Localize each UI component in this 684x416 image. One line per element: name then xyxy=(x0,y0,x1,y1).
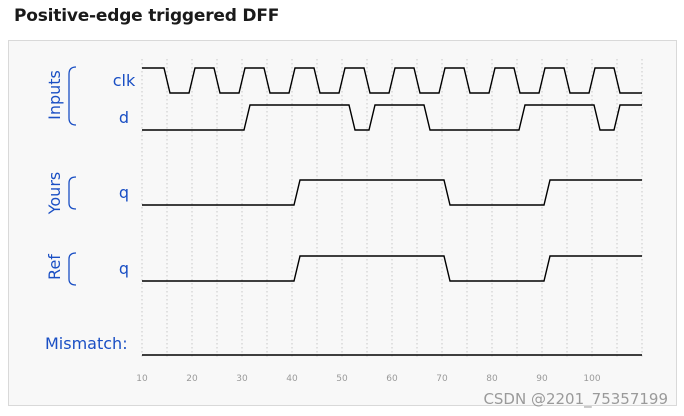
waveform-diagram: 10 20 30 40 50 60 70 80 90 100 Inputs Yours Ref c… xyxy=(45,59,643,384)
signal-label-q-ref: q xyxy=(119,259,129,278)
group-bracket-yours xyxy=(68,176,77,210)
tick-label: 100 xyxy=(583,374,600,384)
wave-q-ref xyxy=(142,255,642,282)
tick-label: 50 xyxy=(336,374,348,384)
signal-label-q-yours: q xyxy=(119,183,129,202)
time-axis: 10 20 30 40 50 60 70 80 90 100 xyxy=(136,374,601,384)
waveform-panel: 10 20 30 40 50 60 70 80 90 100 Inputs Yours Ref c… xyxy=(8,40,677,406)
tick-label: 80 xyxy=(486,374,498,384)
waveforms xyxy=(142,67,642,356)
grid-lines xyxy=(141,59,643,359)
page-title: Positive-edge triggered DFF xyxy=(14,6,280,26)
group-label-yours: Yours xyxy=(45,172,64,216)
wave-clk xyxy=(142,67,642,94)
tick-label: 90 xyxy=(536,374,548,384)
tick-label: 20 xyxy=(186,374,198,384)
group-label-inputs: Inputs xyxy=(45,70,64,120)
tick-label: 70 xyxy=(436,374,448,384)
group-label-ref: Ref xyxy=(45,254,64,280)
tick-label: 10 xyxy=(136,374,148,384)
tick-label: 30 xyxy=(236,374,248,384)
tick-label: 60 xyxy=(386,374,398,384)
tick-label: 40 xyxy=(286,374,298,384)
signal-label-d: d xyxy=(119,108,129,127)
wave-q-yours xyxy=(142,179,642,206)
signal-label-clk: clk xyxy=(113,71,136,90)
signal-label-mismatch: Mismatch: xyxy=(45,334,128,353)
watermark: CSDN @2201_75357199 xyxy=(483,390,668,408)
group-bracket-ref xyxy=(68,252,77,286)
wave-d xyxy=(142,104,642,131)
group-bracket-inputs xyxy=(68,66,77,126)
